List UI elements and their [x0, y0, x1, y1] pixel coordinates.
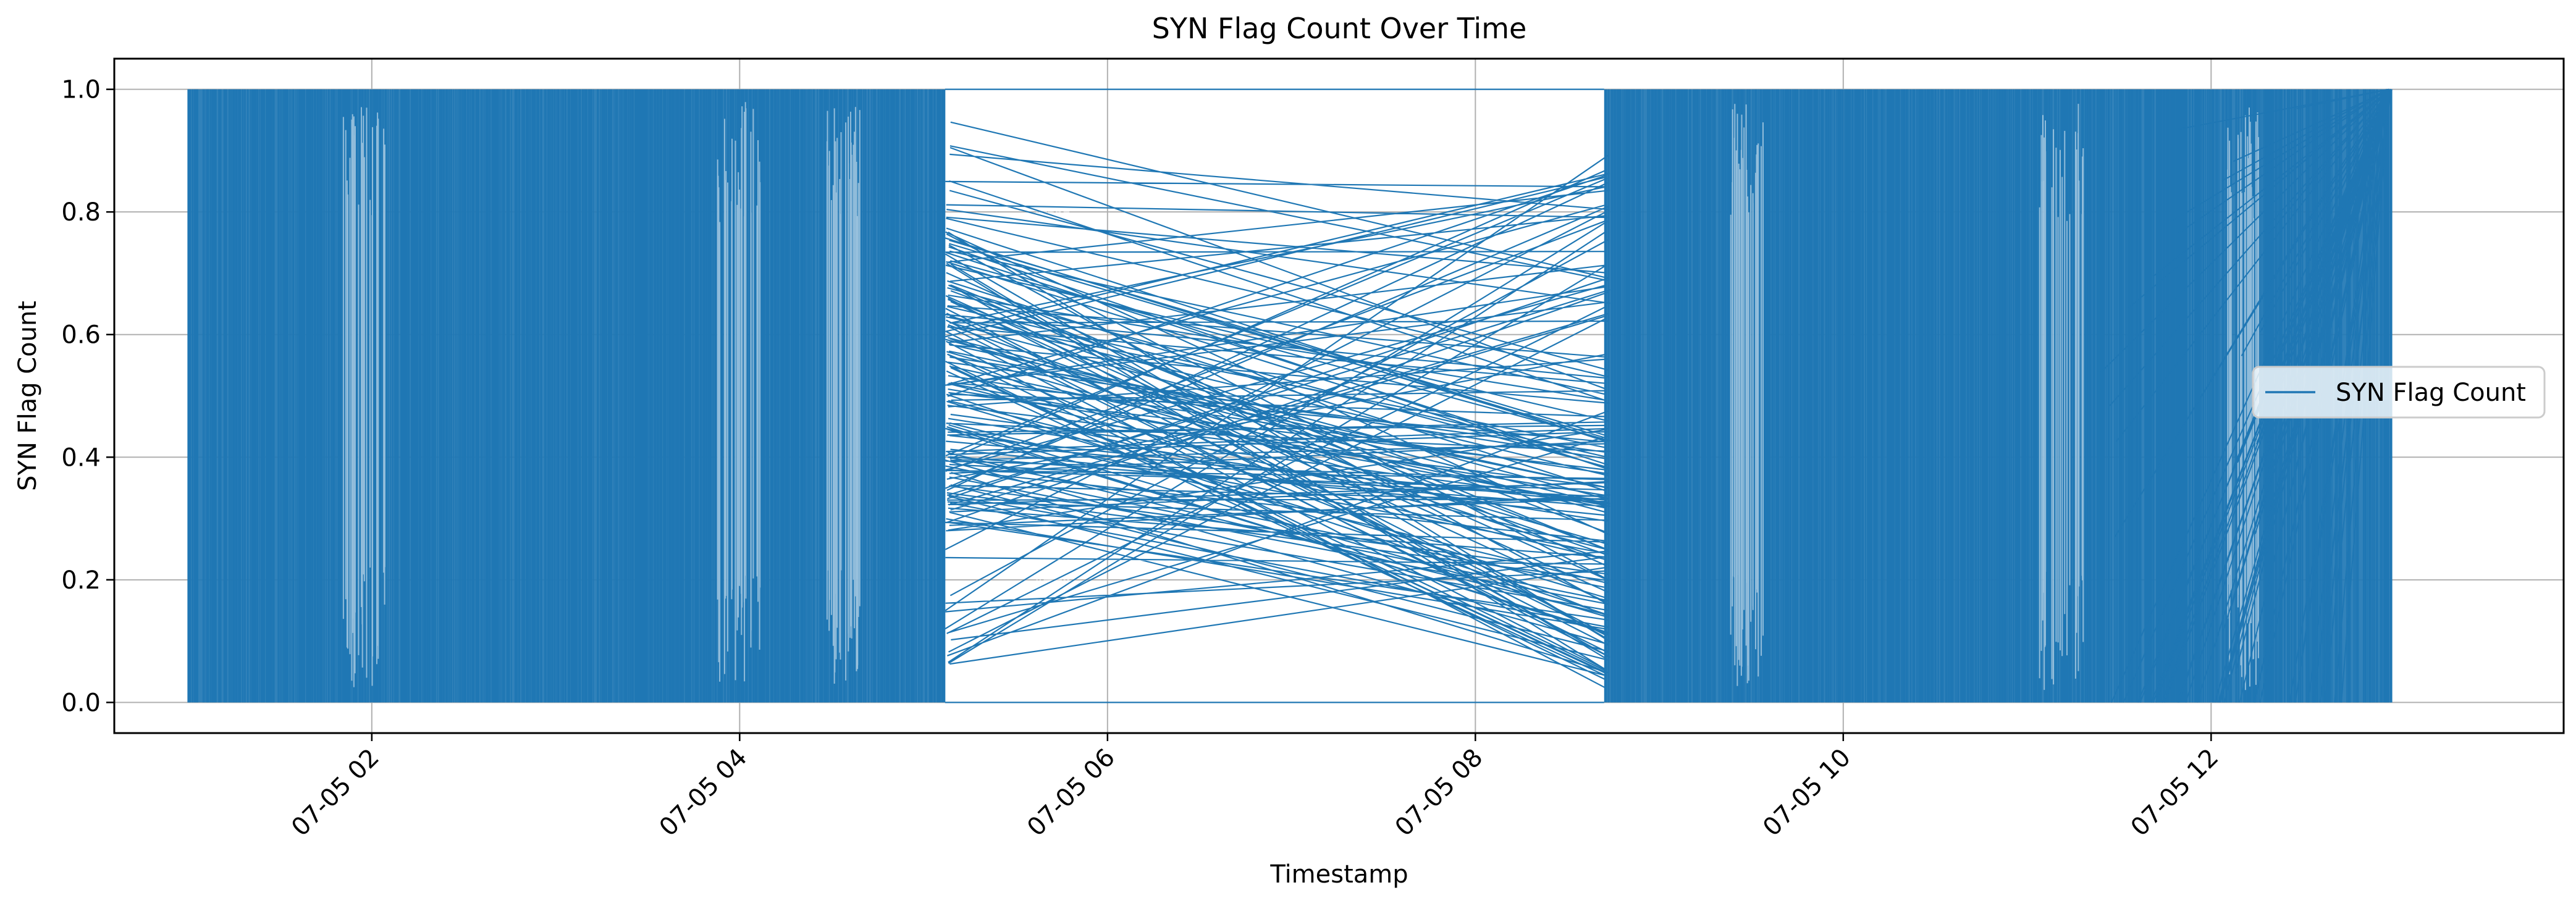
- plot-frame: [113, 57, 2565, 734]
- x-tick-label: 07-05 06: [1022, 744, 1121, 842]
- x-axis-label: Timestamp: [1269, 860, 1408, 889]
- plot-area: [187, 88, 2393, 703]
- legend-label-syn-flag-count: SYN Flag Count: [2336, 379, 2526, 407]
- legend: SYN Flag Count: [2252, 366, 2546, 419]
- legend-box: [2252, 366, 2546, 419]
- x-tick-label: 07-05 04: [654, 744, 753, 842]
- chart-title: SYN Flag Count Over Time: [1152, 12, 1527, 45]
- y-tick-label: 0.8: [61, 198, 101, 227]
- y-tick-label: 1.0: [61, 76, 101, 104]
- y-axis-label: SYN Flag Count: [14, 301, 42, 491]
- x-tick-label: 07-05 08: [1390, 744, 1489, 842]
- x-tick-label: 07-05 02: [286, 744, 385, 842]
- series-crossing-lines: [945, 88, 1611, 703]
- y-tick-label: 0.0: [61, 689, 101, 717]
- y-tick-label: 0.4: [61, 443, 101, 472]
- y-tick-label: 0.2: [61, 566, 101, 595]
- x-tick-label: 07-05 12: [2126, 744, 2225, 842]
- y-tick-label: 0.6: [61, 321, 101, 350]
- x-tick-label: 07-05 10: [1757, 744, 1856, 842]
